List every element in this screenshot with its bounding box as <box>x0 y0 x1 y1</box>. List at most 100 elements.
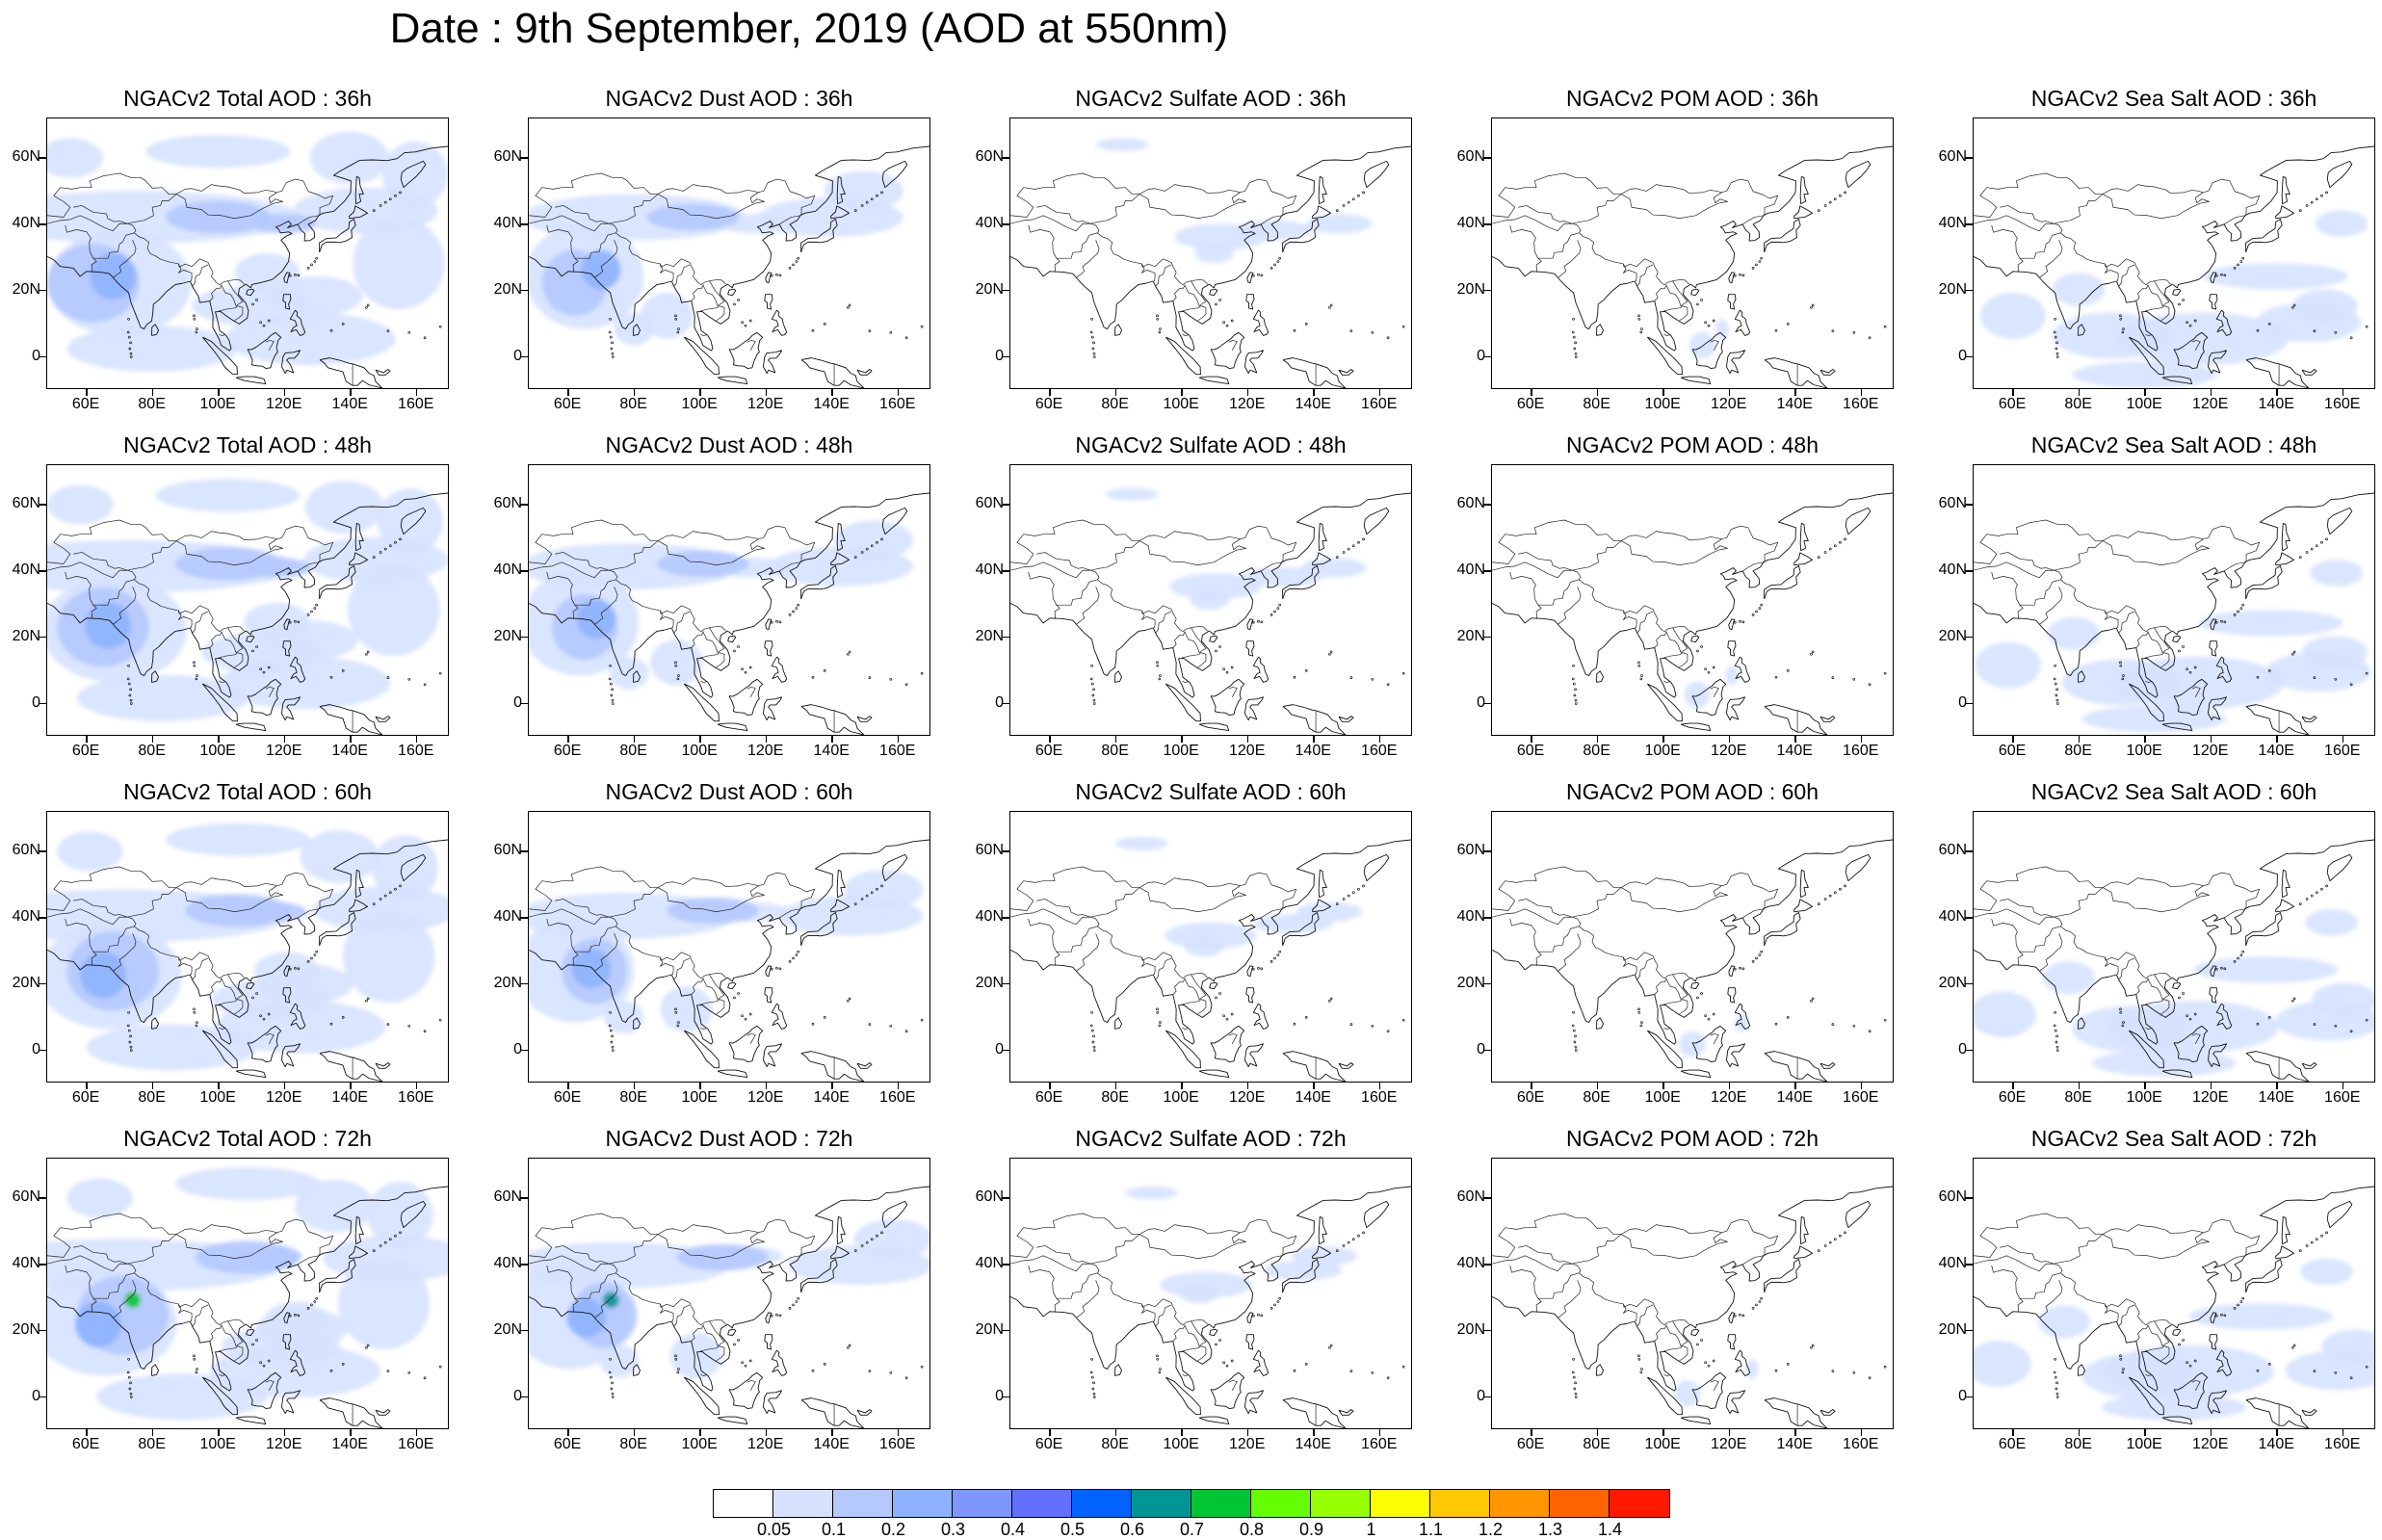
island <box>847 1345 850 1349</box>
lon-label: 60E <box>1034 1089 1063 1106</box>
aod-blob <box>669 1332 723 1379</box>
island <box>423 683 427 687</box>
island <box>2122 327 2125 330</box>
coastline <box>1691 1371 1727 1409</box>
aod-field <box>1125 1186 1357 1304</box>
country-border <box>673 957 691 980</box>
island <box>372 1249 376 1252</box>
aod-field <box>1979 210 2369 388</box>
country-border <box>134 579 245 633</box>
island <box>193 317 196 321</box>
lat-label: 60N <box>1938 495 1967 512</box>
lat-tick <box>1965 1197 1973 1199</box>
coastline <box>1165 683 1201 722</box>
aod-blob <box>2315 210 2369 237</box>
island <box>1089 1370 1093 1374</box>
country-border <box>1974 561 2063 606</box>
island <box>2320 887 2323 891</box>
island <box>1741 967 1745 971</box>
lon-label: 60E <box>1998 743 2027 759</box>
aod-blob <box>124 1292 142 1309</box>
lon-label: 160E <box>398 396 434 412</box>
island <box>2119 1357 2123 1361</box>
lat-tick <box>39 982 46 985</box>
map-panel-total-48h: NGACv2 Total AOD : 48h 60N 40N 20N 0 60E 80E 10… <box>0 432 482 780</box>
island <box>1741 620 1745 624</box>
island <box>1159 327 1162 330</box>
lon-tick <box>1181 736 1183 743</box>
island <box>1700 645 1703 648</box>
country-border <box>615 579 726 633</box>
island <box>876 887 878 891</box>
lat-tick <box>1483 1264 1491 1266</box>
coastline <box>1210 1025 1245 1062</box>
lon-tick <box>2342 1083 2344 1089</box>
island <box>1823 204 1827 207</box>
aod-map <box>1491 117 1894 389</box>
island <box>1810 999 1813 1003</box>
island <box>1257 619 1260 623</box>
coastline <box>1974 145 2374 352</box>
coastline <box>246 635 255 643</box>
country-border <box>1054 257 1060 273</box>
country-border <box>657 178 816 225</box>
island <box>1739 1313 1741 1317</box>
island <box>2178 649 2181 653</box>
island <box>196 1368 198 1370</box>
island <box>1833 1238 1837 1241</box>
coastline <box>1793 552 1813 566</box>
country-border <box>2144 1345 2170 1362</box>
aod-map-svg <box>529 1186 929 1428</box>
island <box>1839 1234 1842 1238</box>
aod-blob <box>1189 589 1229 611</box>
island <box>1251 274 1255 277</box>
coastline <box>1209 981 1218 990</box>
lon-tick <box>1114 1083 1117 1089</box>
island <box>737 645 740 648</box>
island <box>795 953 798 956</box>
aod-blob <box>2312 982 2374 1016</box>
coastline <box>1799 870 1809 899</box>
lon-label: 100E <box>1644 1436 1681 1452</box>
coastline <box>1245 640 1255 657</box>
island <box>741 1014 744 1018</box>
coastline <box>1282 1397 1347 1428</box>
island <box>2334 1370 2338 1374</box>
lat-tick <box>39 504 46 506</box>
panel-title: NGACv2 Sulfate AOD : 48h <box>1075 432 1347 457</box>
lon-tick <box>633 1429 636 1436</box>
island <box>1831 1370 1835 1372</box>
country-border <box>265 1380 275 1391</box>
island <box>2291 652 2294 656</box>
lon-tick <box>633 389 636 396</box>
island <box>1329 303 1333 307</box>
country-border <box>529 561 618 606</box>
lon-label: 80E <box>1583 1089 1610 1106</box>
coastline <box>1198 376 1230 384</box>
island <box>733 996 736 1000</box>
lat-label: 40N <box>493 908 522 926</box>
island <box>1844 1231 1846 1235</box>
coastline <box>201 1376 238 1416</box>
lon-tick <box>350 1429 352 1436</box>
aod-blob <box>1095 138 1149 152</box>
island <box>674 1357 678 1361</box>
country-border <box>1492 215 1582 259</box>
coastline <box>1691 678 1727 716</box>
island <box>1828 200 1832 204</box>
lat-tick <box>1965 1264 1973 1266</box>
lon-label: 60E <box>1034 743 1063 759</box>
coastline <box>400 853 427 882</box>
island <box>920 325 924 328</box>
aod-map-svg <box>1010 1186 1411 1428</box>
country-border <box>1182 1027 1189 1031</box>
lon-tick <box>86 389 88 396</box>
island <box>674 664 678 667</box>
island <box>2054 682 2057 686</box>
coastline <box>47 492 448 698</box>
lat-tick <box>39 1396 46 1398</box>
island <box>365 652 368 656</box>
lon-label: 120E <box>266 396 302 412</box>
island <box>2055 693 2058 697</box>
island <box>778 967 782 971</box>
